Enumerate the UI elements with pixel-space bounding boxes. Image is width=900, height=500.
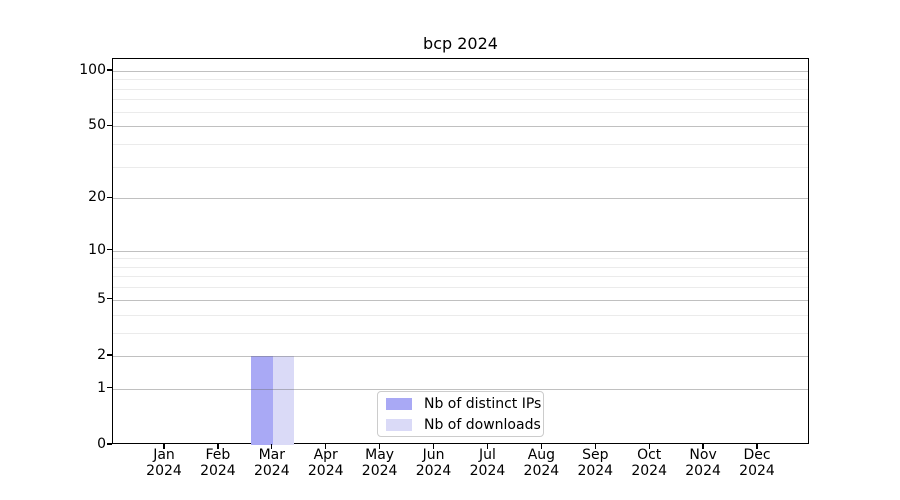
y-gridline-minor [113,332,808,334]
gridlines-layer [113,59,808,443]
y-gridline-major [113,388,808,390]
x-tick [163,444,165,449]
x-tick [594,444,596,449]
x-tick [217,444,219,449]
y-tick [107,196,112,198]
x-tick [325,444,327,449]
y-gridline-minor [113,287,808,289]
legend: Nb of distinct IPs Nb of downloads [377,391,544,437]
x-tick [486,444,489,449]
legend-label-distinct-ips: Nb of distinct IPs [424,395,542,412]
x-tick [432,444,435,449]
y-gridline-major [113,355,808,357]
y-gridline-minor [113,143,808,145]
y-tick-label: 2 [97,346,106,363]
y-tick-label: 10 [88,241,106,258]
x-tick-label: Jun 2024 [415,447,452,479]
y-tick [107,354,112,356]
x-tick-label: May 2024 [361,447,398,479]
x-tick [271,444,273,449]
x-tick [378,444,381,449]
bars-layer [113,59,808,445]
x-tick-label: Apr 2024 [307,447,344,479]
y-tick-label: 0 [97,436,106,452]
y-gridline-minor [113,314,808,316]
x-tick [702,444,704,449]
x-tick [540,444,542,449]
x-tick-label: Nov 2024 [685,447,721,479]
legend-swatch-downloads [386,418,412,431]
y-gridline-minor [113,99,808,101]
legend-swatch-distinct-ips [386,397,412,410]
x-tick-label: Jan 2024 [146,447,182,479]
x-tick-label: Mar 2024 [253,447,290,479]
y-tick-label: 5 [97,290,106,307]
y-tick-label: 50 [88,117,106,134]
y-gridline-minor [113,88,808,90]
y-gridline-minor [113,166,808,168]
x-tick-label: Sep 2024 [577,447,614,479]
y-tick-label: 20 [88,189,106,206]
legend-item-downloads: Nb of downloads [386,417,541,433]
legend-label-downloads: Nb of downloads [424,416,541,433]
legend-item-distinct-ips: Nb of distinct IPs [386,396,541,412]
x-tick-label: Jul 2024 [469,447,506,479]
x-tick [756,444,758,449]
y-tick-label: 100 [79,61,106,78]
x-tick-label: Oct 2024 [631,447,667,479]
bar-distinct-ips [251,355,273,445]
y-gridline-major [113,126,808,128]
x-tick-label: Feb 2024 [200,447,236,479]
y-tick [107,443,112,445]
x-tick-label: Aug 2024 [523,447,560,479]
y-gridline-minor [113,266,808,268]
x-tick-label: Dec 2024 [739,447,775,479]
y-gridline-minor [113,258,808,260]
x-tick [648,444,650,449]
y-tick [107,124,112,126]
plot-area [112,58,809,445]
y-tick [107,69,112,71]
y-tick-label: 1 [97,379,106,396]
y-gridline-major [113,70,808,72]
y-gridline-minor [113,111,808,113]
y-tick [107,387,112,389]
chart-title: bcp 2024 [423,34,498,53]
y-gridline-minor [113,79,808,81]
y-gridline-minor [113,276,808,278]
y-gridline-major [113,250,808,252]
y-tick [107,248,112,251]
y-gridline-major [113,198,808,200]
y-tick [107,298,112,300]
y-gridline-major [113,299,808,301]
bar-downloads [272,355,295,445]
